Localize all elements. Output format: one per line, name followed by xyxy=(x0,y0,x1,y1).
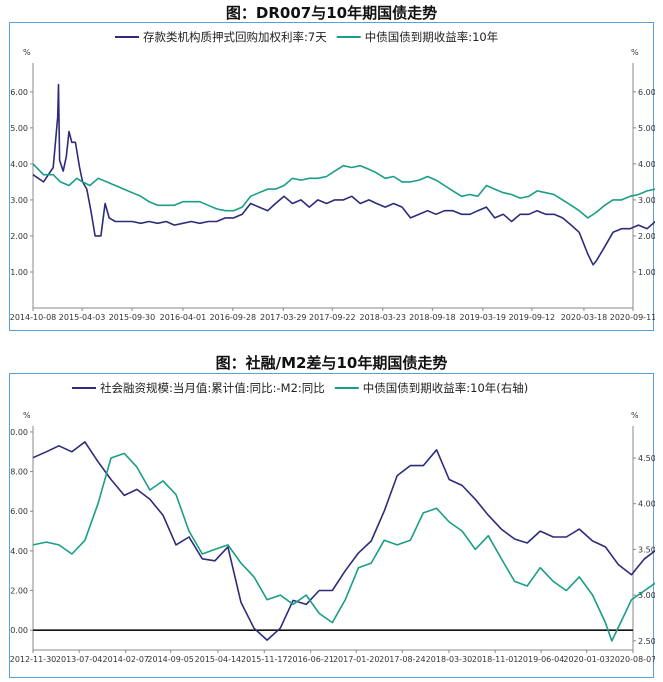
legend-label-2: 中债国债到期收益率:10年(右轴) xyxy=(363,381,528,395)
chart-1-panel: %% 1.00 2.00 3.00 4.00 5.00 6.00 1.00 2.00 3.00 4.… xyxy=(9,22,655,331)
chart-1-title: 图：DR007与10年期国债走势 xyxy=(225,4,438,22)
left-tick-label: 4.00 xyxy=(10,547,28,556)
chart-2-svg: %% 0.00 2.00 4.00 6.00 8.00 10.00 2.50 3.00 3.50 4… xyxy=(10,381,655,664)
x-tick-label: 2019-03-19 xyxy=(460,313,507,322)
x-tick-label: 2015-09-30 xyxy=(109,313,156,322)
chart-1-svg: % % 1.00 2.00 3.00 4.00 5.00 6.00 1.00 2.00 3.00 4.… xyxy=(10,30,655,322)
x-tick-label: 2017-01-20 xyxy=(333,655,380,664)
right-tick-label: 6.00 xyxy=(638,88,655,97)
right-tick-label: 3.00 xyxy=(638,196,655,205)
chart-2-panel: %% 0.00 2.00 4.00 6.00 8.00 10.00 2.50 3.00 3.50 4… xyxy=(9,373,655,678)
right-tick-label: 2.50 xyxy=(638,637,655,646)
x-tick-label: 2018-03-30 xyxy=(426,655,473,664)
right-tick-label: 4.00 xyxy=(638,500,655,509)
x-tick-label: 2020-08-07 xyxy=(610,655,655,664)
left-unit-label: % xyxy=(23,411,31,420)
x-tick-label: 2020-03-18 xyxy=(561,313,608,322)
x-tick-label: 2014-02-07 xyxy=(103,655,150,664)
x-tick-label: 2019-09-12 xyxy=(509,313,556,322)
legend-label-1: 社会融资规模:当月值:累计值:同比:-M2:同比 xyxy=(100,381,325,395)
left-tick-label: 3.00 xyxy=(10,196,28,205)
x-tick-label: 2014-10-08 xyxy=(10,313,56,322)
left-tick-label: 4.00 xyxy=(10,160,28,169)
right-tick-label: 2.00 xyxy=(638,232,655,241)
x-tick-label: 2015-11-17 xyxy=(241,655,288,664)
series-line-2 xyxy=(32,452,655,642)
x-tick-label: 2018-03-23 xyxy=(359,313,406,322)
left-tick-label: 0.00 xyxy=(10,626,28,635)
x-tick-label: 2014-09-05 xyxy=(147,655,194,664)
right-unit-label: % xyxy=(631,48,639,57)
x-tick-label: 2018-11-01 xyxy=(472,655,519,664)
x-tick-label: 2015-04-14 xyxy=(195,655,242,664)
right-tick-label: 3.50 xyxy=(638,545,655,554)
x-tick-label: 2015-04-03 xyxy=(59,313,106,322)
chart-2-title: 图：社融/M2差与10年期国债走势 xyxy=(215,354,448,372)
x-tick-label: 2020-01-03 xyxy=(563,655,610,664)
left-tick-label: 6.00 xyxy=(10,507,28,516)
series-line-1 xyxy=(32,83,655,266)
x-tick-label: 2016-04-01 xyxy=(160,313,207,322)
x-tick-label: 2016-06-21 xyxy=(287,655,334,664)
legend-label-1: 存款类机构质押式回购加权利率:7天 xyxy=(143,30,327,44)
left-tick-label: 10.00 xyxy=(10,428,28,437)
x-tick-label: 2018-09-18 xyxy=(409,313,456,322)
left-tick-label: 2.00 xyxy=(10,232,28,241)
right-tick-label: 3.00 xyxy=(638,591,655,600)
right-tick-label: 5.00 xyxy=(638,124,655,133)
right-tick-label: 1.00 xyxy=(638,268,655,277)
left-tick-label: 5.00 xyxy=(10,124,28,133)
x-tick-label: 2013-07-04 xyxy=(56,655,103,664)
x-tick-label: 2017-09-22 xyxy=(309,313,356,322)
left-tick-label: 1.00 xyxy=(10,268,28,277)
series-line-1 xyxy=(32,441,655,641)
right-tick-label: 4.00 xyxy=(638,160,655,169)
x-tick-label: 2012-11-30 xyxy=(10,655,56,664)
x-tick-label: 2017-03-29 xyxy=(260,313,307,322)
right-tick-label: 4.50 xyxy=(638,454,655,463)
x-tick-label: 2016-09-28 xyxy=(210,313,257,322)
right-unit-label: % xyxy=(631,411,639,420)
legend-label-2: 中债国债到期收益率:10年 xyxy=(365,30,499,44)
x-tick-label: 2020-09-11 xyxy=(610,313,655,322)
left-tick-label: 2.00 xyxy=(10,587,28,596)
left-unit-label: % xyxy=(23,48,31,57)
left-tick-label: 6.00 xyxy=(10,88,28,97)
left-tick-label: 8.00 xyxy=(10,468,28,477)
x-tick-label: 2017-08-24 xyxy=(379,655,426,664)
series-line-2 xyxy=(32,163,655,219)
x-tick-label: 2019-06-04 xyxy=(518,655,565,664)
